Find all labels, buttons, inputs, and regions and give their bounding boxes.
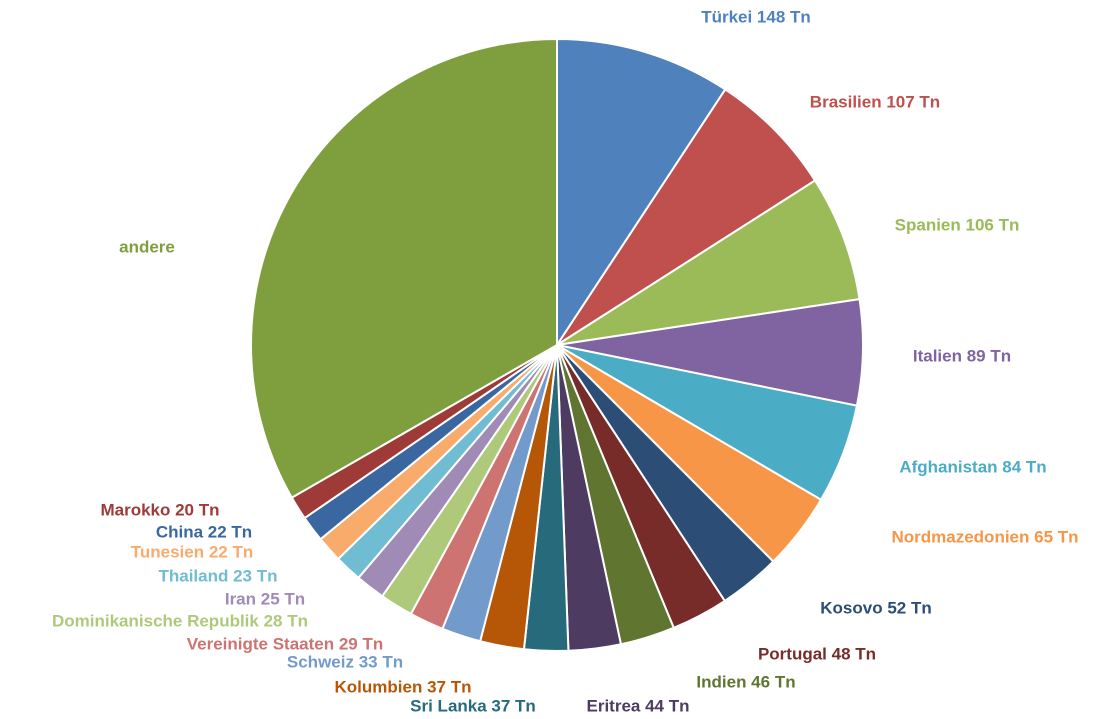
data-label: Eritrea 44 Tn bbox=[587, 696, 690, 715]
data-label: andere bbox=[119, 237, 175, 256]
data-label: Türkei 148 Tn bbox=[701, 7, 811, 26]
data-label: Kosovo 52 Tn bbox=[820, 598, 931, 617]
pie-slice bbox=[250, 37, 558, 500]
data-label: Kolumbien 37 Tn bbox=[335, 677, 472, 696]
data-label: Nordmazedonien 65 Tn bbox=[891, 527, 1078, 546]
data-label: Iran 25 Tn bbox=[225, 589, 305, 608]
data-label: Dominikanische Republik 28 Tn bbox=[52, 611, 308, 630]
data-label: Italien 89 Tn bbox=[913, 346, 1011, 365]
pie-slice bbox=[556, 88, 817, 346]
data-label: China 22 Tn bbox=[156, 522, 252, 541]
data-label: Tunesien 22 Tn bbox=[131, 542, 254, 561]
data-label: Sri Lanka 37 Tn bbox=[410, 696, 536, 715]
data-label: Marokko 20 Tn bbox=[100, 500, 219, 519]
data-label: Portugal 48 Tn bbox=[758, 644, 876, 663]
data-label: Brasilien 107 Tn bbox=[810, 92, 940, 111]
data-label: Indien 46 Tn bbox=[696, 672, 795, 691]
pie-slice bbox=[556, 179, 861, 346]
data-label: Spanien 106 Tn bbox=[895, 215, 1020, 234]
data-label: Vereinigte Staaten 29 Tn bbox=[187, 634, 384, 653]
pie-slice bbox=[556, 37, 727, 349]
data-label: Thailand 23 Tn bbox=[158, 566, 277, 585]
data-label: Schweiz 33 Tn bbox=[287, 652, 403, 671]
data-label: Afghanistan 84 Tn bbox=[899, 457, 1046, 476]
